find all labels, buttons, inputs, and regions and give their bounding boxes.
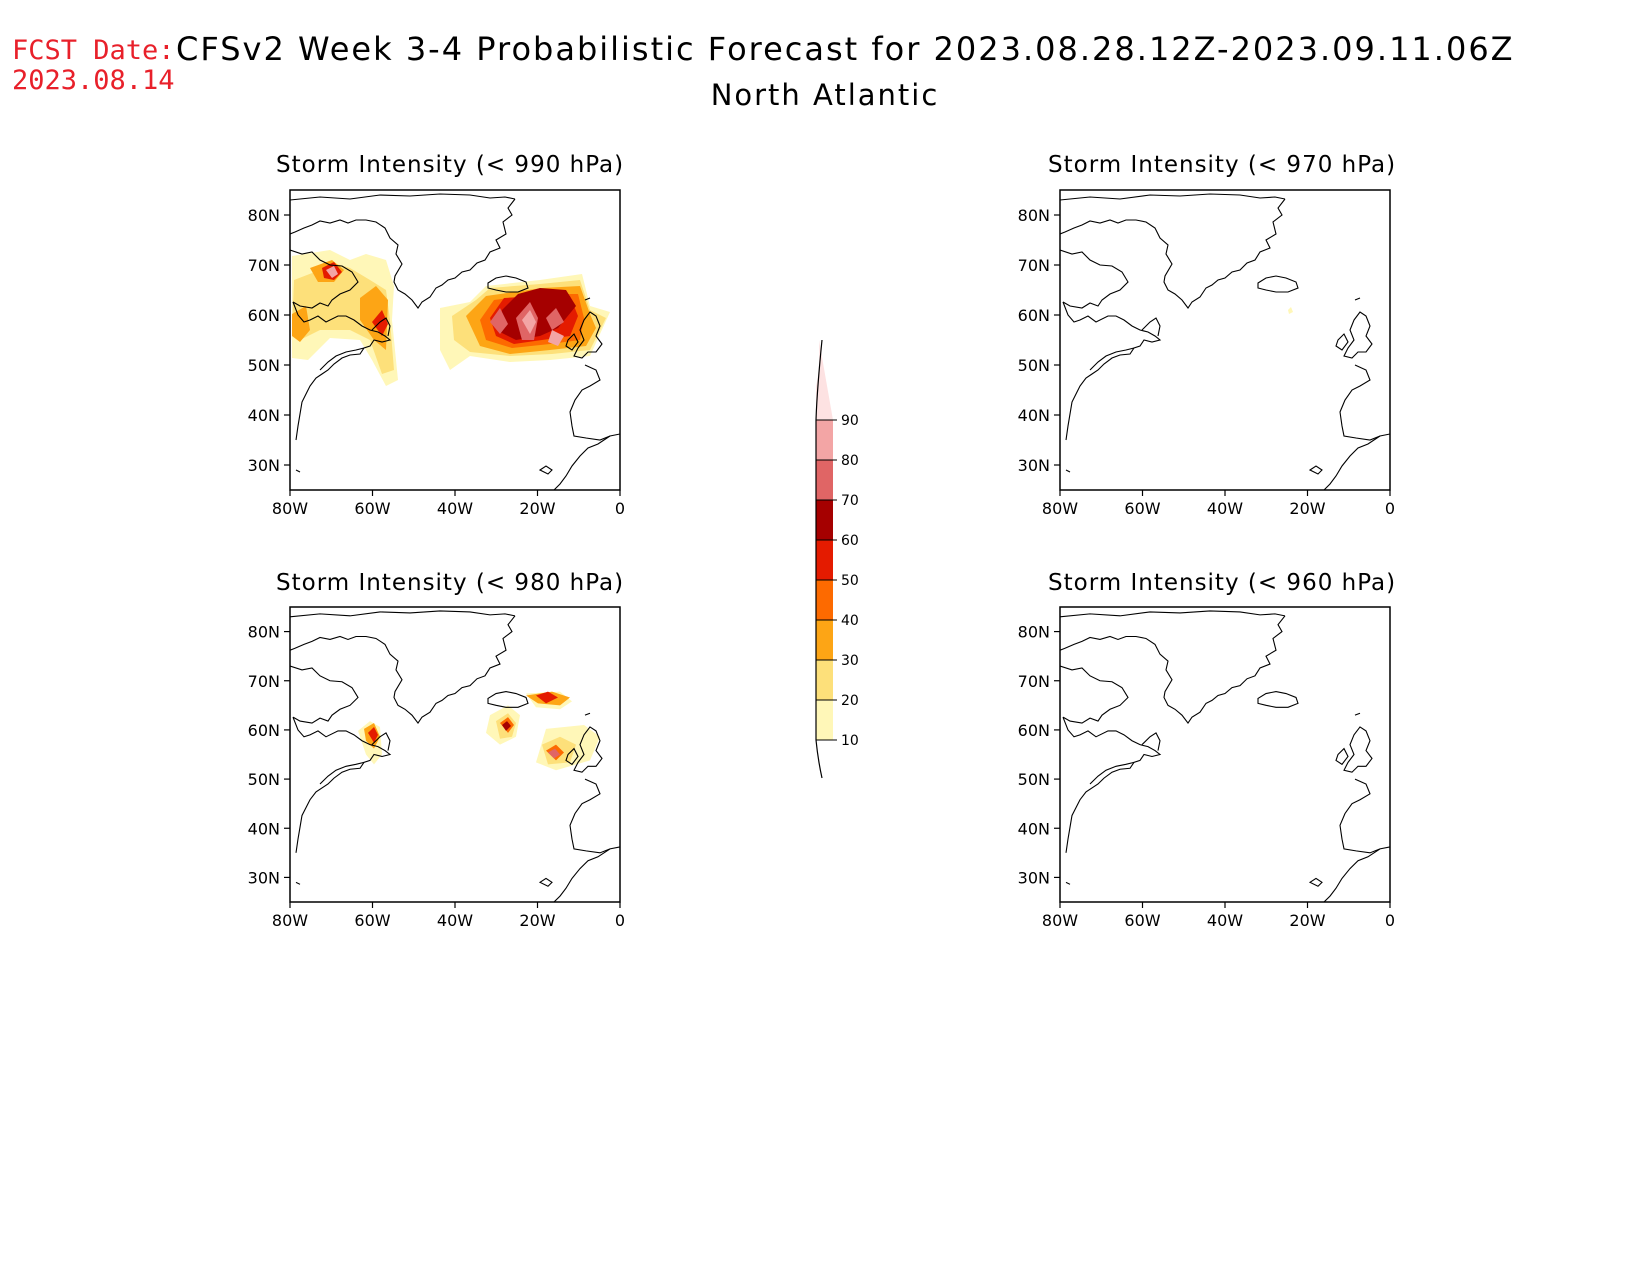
coastline — [1060, 610, 1390, 902]
map-panel-970: 80N 70N 60N 50N 40N 30N 80W 60W 40W 20W 0 — [1018, 189, 1395, 518]
lon-tick-label: 80W — [1042, 499, 1078, 518]
lat-tick-label: 60N — [1018, 306, 1050, 325]
lat-tick-label: 50N — [248, 356, 280, 375]
page-title: CFSv2 Week 3-4 Probabilistic Forecast fo… — [176, 30, 1515, 68]
probability-region — [292, 306, 310, 342]
colorbar-swatch — [816, 500, 833, 540]
probability-region — [490, 308, 508, 334]
lon-tick-label: 0 — [1385, 911, 1395, 930]
lat-tick-label: 60N — [248, 721, 280, 740]
panel-title-980: Storm Intensity (< 980 hPa) — [276, 570, 625, 596]
colorbar-swatch — [816, 420, 833, 460]
lon-tick-label: 40W — [1207, 911, 1243, 930]
colorbar-level-label: 30 — [841, 653, 859, 669]
lat-tick-label: 30N — [1018, 868, 1050, 887]
colorbar-swatch — [816, 460, 833, 500]
lat-tick-label: 80N — [1018, 206, 1050, 225]
colorbar-swatch — [816, 700, 833, 740]
lon-tick-label: 20W — [519, 499, 555, 518]
probability-region — [292, 262, 394, 374]
probability-shading — [292, 250, 610, 386]
probability-region — [536, 691, 558, 704]
lon-tick-label: 40W — [1207, 499, 1243, 518]
lon-tick-label: 60W — [1124, 911, 1160, 930]
lon-tick-label: 80W — [1042, 911, 1078, 930]
probability-region — [548, 748, 560, 759]
lat-tick-label: 80N — [248, 206, 280, 225]
lon-tick-label: 0 — [615, 499, 625, 518]
map-panel-980: 80N 70N 60N 50N 40N 30N 80W 60W 40W 20W 0 — [248, 606, 625, 930]
colorbar-swatch — [816, 580, 833, 620]
colorbar-swatch — [816, 660, 833, 700]
probability-region — [326, 266, 338, 278]
lon-tick-label: 0 — [615, 911, 625, 930]
lat-tick-label: 50N — [1018, 356, 1050, 375]
colorbar-level-label: 80 — [841, 453, 859, 469]
probability-region — [368, 726, 378, 743]
forecast-date-block: FCST Date: 2023.08.14 — [12, 36, 175, 96]
colorbar-level-label: 70 — [841, 493, 859, 509]
lat-tick-label: 60N — [1018, 721, 1050, 740]
colorbar-level-label: 50 — [841, 573, 859, 589]
lon-tick-label: 0 — [1385, 499, 1395, 518]
probability-region — [372, 310, 388, 336]
colorbar: 10 20 30 40 50 60 70 80 90 — [815, 339, 859, 779]
lat-tick-label: 80N — [248, 623, 280, 642]
lon-tick-label: 20W — [519, 911, 555, 930]
colorbar-level-label: 90 — [841, 413, 859, 429]
probability-shading — [1288, 307, 1293, 314]
probability-shading — [358, 691, 600, 771]
map-panel-990: 80N 70N 60N 50N 40N 30N 80W 60W 40W 20W 0 — [248, 189, 625, 518]
lon-tick-label: 80W — [272, 499, 308, 518]
lat-tick-label: 50N — [1018, 770, 1050, 789]
region-subtitle: North Atlantic — [710, 78, 940, 112]
lat-tick-label: 30N — [248, 868, 280, 887]
panel-title-990: Storm Intensity (< 990 hPa) — [276, 152, 625, 178]
map-panel-960: 80N 70N 60N 50N 40N 30N 80W 60W 40W 20W 0 — [1018, 606, 1395, 930]
coastline — [1060, 193, 1390, 490]
colorbar-level-label: 10 — [841, 733, 859, 749]
lat-tick-label: 50N — [248, 770, 280, 789]
lat-tick-label: 40N — [1018, 406, 1050, 425]
lon-tick-label: 20W — [1289, 911, 1325, 930]
lon-tick-label: 40W — [437, 499, 473, 518]
probability-region — [546, 308, 564, 330]
map-frame — [1059, 189, 1391, 491]
lon-tick-label: 20W — [1289, 499, 1325, 518]
probability-region — [548, 330, 564, 346]
lat-tick-label: 70N — [1018, 256, 1050, 275]
lat-tick-label: 70N — [1018, 672, 1050, 691]
colorbar-level-label: 40 — [841, 613, 859, 629]
lat-tick-label: 70N — [248, 672, 280, 691]
lon-tick-label: 80W — [272, 911, 308, 930]
lon-tick-label: 40W — [437, 911, 473, 930]
probability-region — [1288, 307, 1293, 314]
lat-tick-label: 30N — [248, 456, 280, 475]
lat-tick-label: 80N — [1018, 623, 1050, 642]
panel-title-960: Storm Intensity (< 960 hPa) — [1048, 570, 1397, 596]
lat-tick-label: 30N — [1018, 456, 1050, 475]
panel-title-970: Storm Intensity (< 970 hPa) — [1048, 152, 1397, 178]
lat-tick-label: 40N — [248, 406, 280, 425]
lat-tick-label: 40N — [248, 819, 280, 838]
colorbar-swatch — [816, 620, 833, 660]
lat-tick-label: 40N — [1018, 819, 1050, 838]
lat-tick-label: 70N — [248, 256, 280, 275]
forecast-date-label: FCST Date: — [12, 35, 175, 66]
probability-region — [522, 310, 536, 334]
colorbar-level-label: 20 — [841, 693, 859, 709]
forecast-date-value: 2023.08.14 — [12, 65, 175, 96]
colorbar-swatch — [816, 540, 833, 580]
lon-tick-label: 60W — [354, 911, 390, 930]
lat-tick-label: 60N — [248, 306, 280, 325]
lon-tick-label: 60W — [1124, 499, 1160, 518]
map-frame — [1059, 606, 1391, 903]
colorbar-level-label: 60 — [841, 533, 859, 549]
probability-region — [502, 721, 511, 731]
lon-tick-label: 60W — [354, 499, 390, 518]
